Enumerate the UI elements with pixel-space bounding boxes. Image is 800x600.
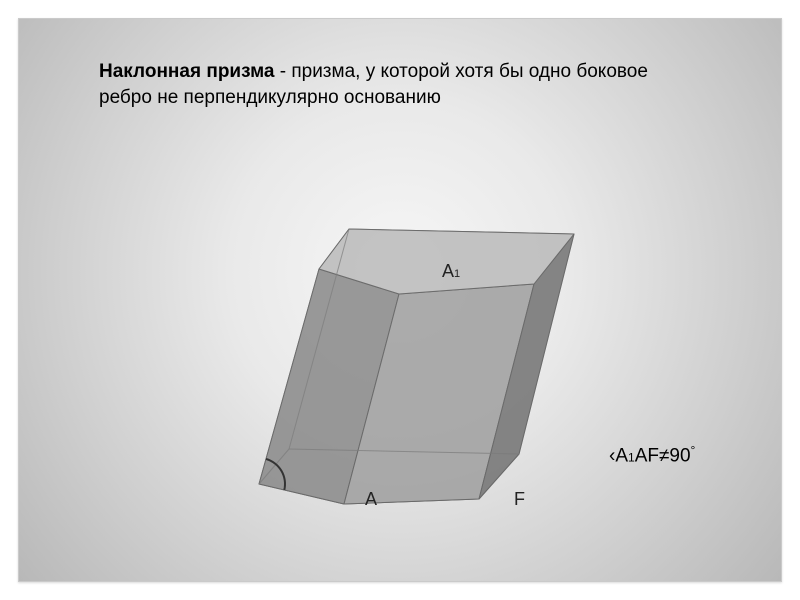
definition-text: Наклонная призма - призма, у которой хот… [99, 59, 659, 110]
slide-frame: Наклонная призма - призма, у которой хот… [18, 18, 782, 582]
slide-outer: Наклонная призма - призма, у которой хот… [0, 0, 800, 600]
vertex-label-a1: А1 [442, 261, 460, 282]
angle-formula: ‹A1AF≠90° [609, 443, 695, 467]
prism-figure [169, 169, 629, 499]
definition-term: Наклонная призма [99, 61, 274, 82]
vertex-label-f: F [514, 489, 525, 510]
vertex-label-a: А [365, 489, 377, 510]
